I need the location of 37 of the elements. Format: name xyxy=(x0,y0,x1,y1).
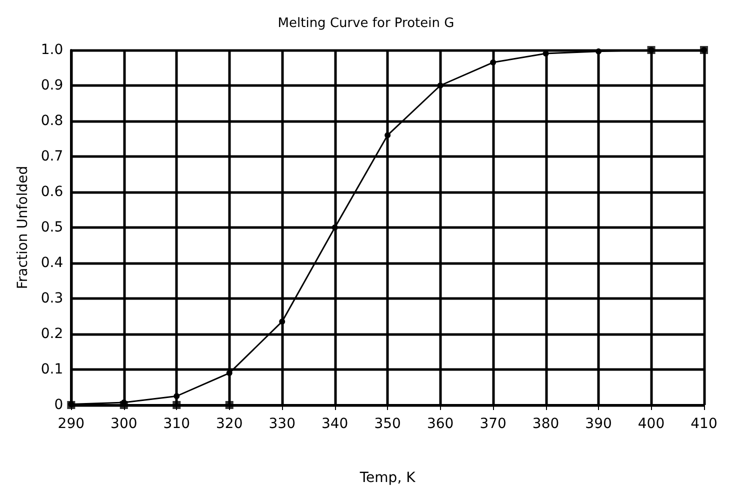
chart-title: Melting Curve for Protein G xyxy=(278,16,454,31)
x-tick-label: 370 xyxy=(480,416,506,432)
point xyxy=(332,224,338,230)
x-tick-label: 330 xyxy=(268,416,296,432)
y-tick-label: 0.3 xyxy=(40,290,64,306)
point xyxy=(174,393,180,400)
y-tick-label: 0.8 xyxy=(40,113,64,129)
x-tick-label: 390 xyxy=(585,416,612,432)
y-tick-label: 0.5 xyxy=(40,220,64,236)
y-tick-label: 0.4 xyxy=(40,255,64,271)
point xyxy=(172,401,181,409)
x-tick-label: 380 xyxy=(532,416,560,432)
x-tick-label: 320 xyxy=(216,416,243,432)
y-tick-label: 0.1 xyxy=(40,362,64,378)
y-tick-label: 0.6 xyxy=(40,184,64,200)
x-tick-label: 290 xyxy=(58,416,85,432)
x-tick-label: 310 xyxy=(163,416,190,432)
y-tick-label: 0.9 xyxy=(40,78,64,94)
x-tick-label: 410 xyxy=(690,416,718,432)
y-tick-label: 0.2 xyxy=(40,326,64,342)
point xyxy=(437,82,444,88)
y-tick-label: 1.0 xyxy=(40,42,64,58)
y-tick-label: 0 xyxy=(54,397,64,413)
x-tick-label: 360 xyxy=(426,416,454,432)
y-tick-label: 0.7 xyxy=(40,148,64,164)
point xyxy=(384,132,391,138)
point xyxy=(226,370,232,376)
x-tick-label: 400 xyxy=(638,416,665,432)
point xyxy=(279,318,286,325)
point xyxy=(225,401,234,409)
point xyxy=(596,48,602,54)
x-axis-title: Temp, K xyxy=(358,470,416,486)
x-tick-label: 350 xyxy=(374,416,401,432)
x-tick-label: 340 xyxy=(321,416,348,432)
x-tick-label: 300 xyxy=(110,416,138,432)
point xyxy=(490,59,496,66)
y-axis-title: Fraction Unfolded xyxy=(15,166,31,290)
